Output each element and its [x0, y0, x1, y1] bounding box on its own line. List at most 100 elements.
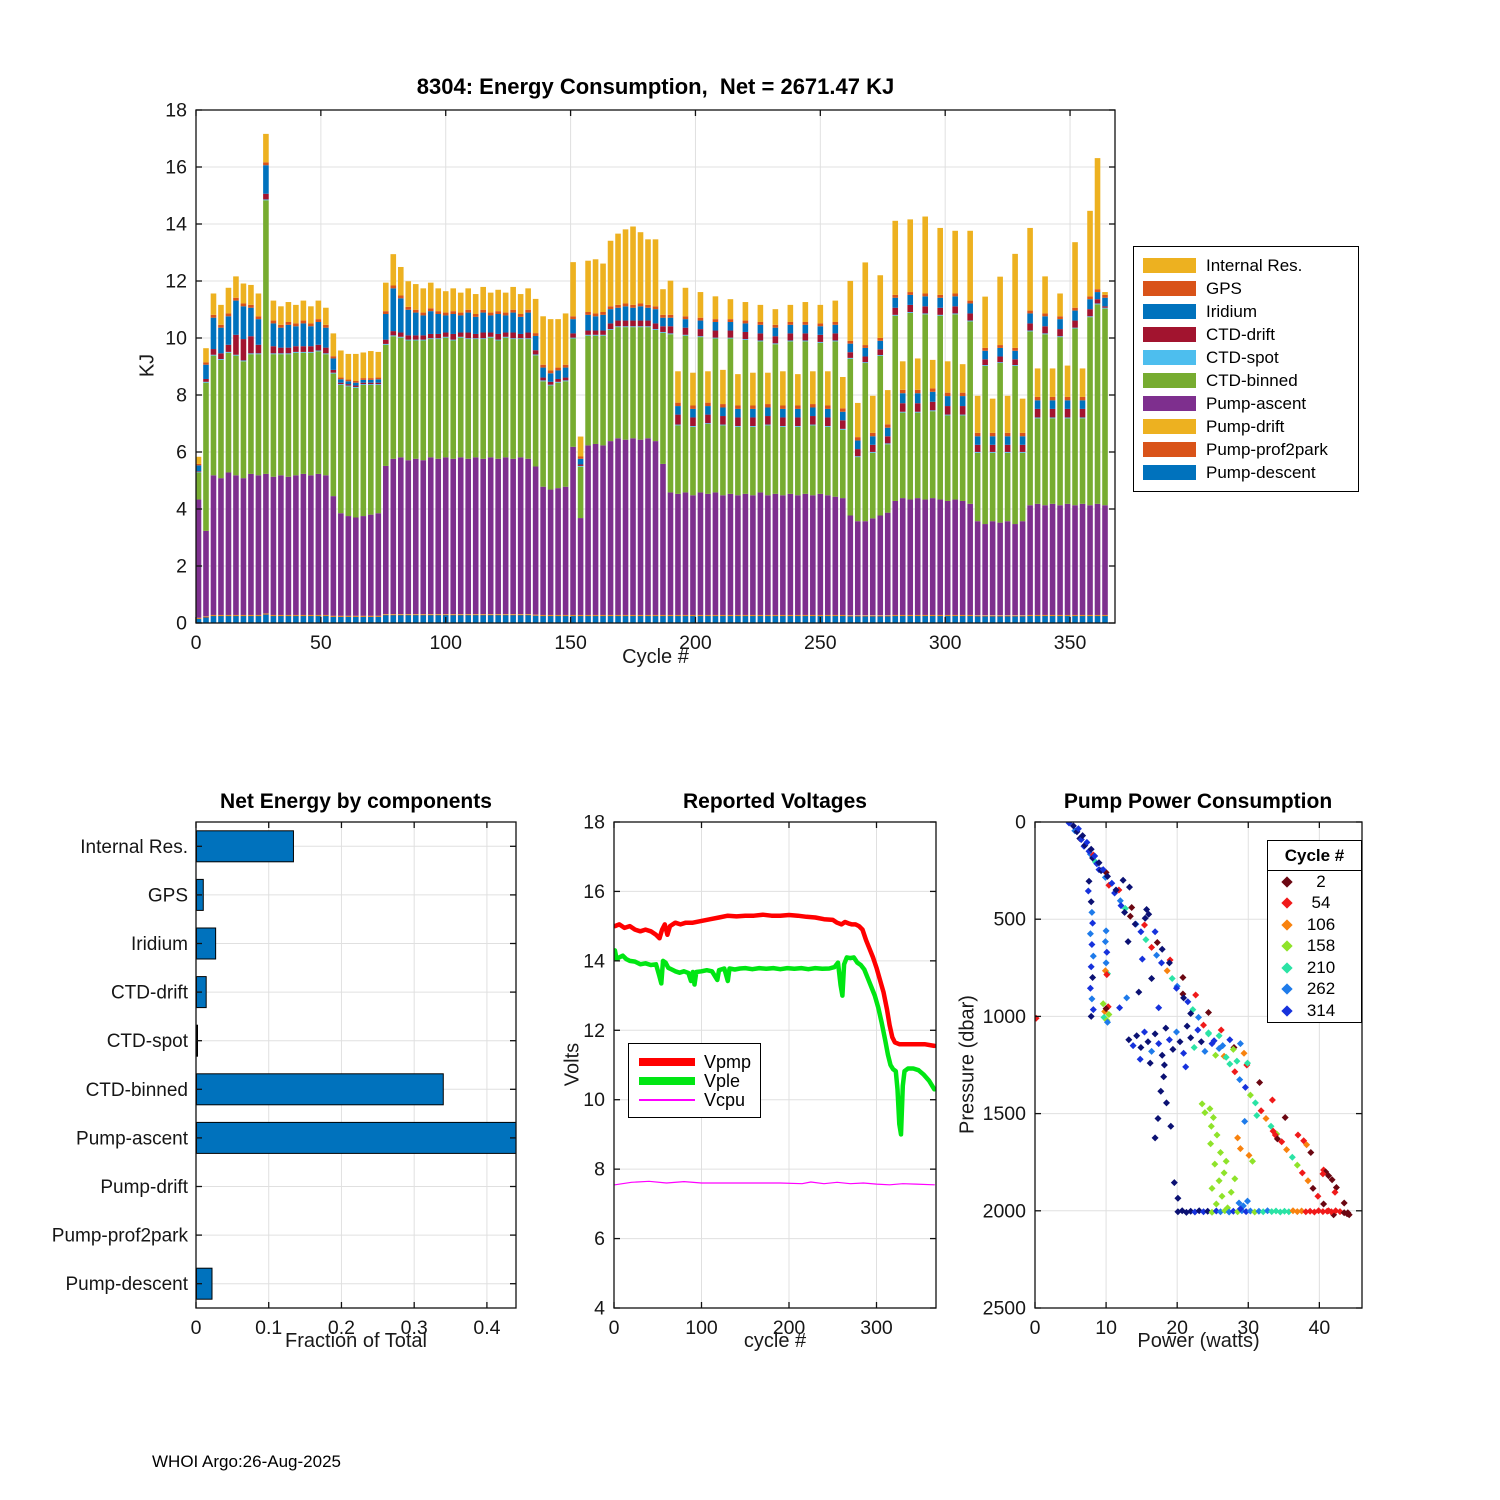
pump_power-x-tick-label: 40 [1308, 1317, 1330, 1339]
legend-label: Iridium [1206, 302, 1258, 321]
legend-item: Vple [639, 1071, 750, 1090]
energy-y-tick-label: 14 [165, 214, 187, 236]
voltages-y-tick-label: 4 [594, 1298, 605, 1320]
pump-power-x-axis-label: Power (watts) [1137, 1330, 1260, 1352]
pump_power-y-tick-label: 1500 [983, 1103, 1027, 1125]
legend-swatch [1143, 419, 1196, 434]
energy-chart: 0 50 100 150 200 250 300 350 0 2 4 6 8 10 12 14 16 18 [165, 100, 1116, 654]
legend-swatch [1143, 442, 1196, 457]
footer-stamp: WHOI Argo:26-Aug-2025 [152, 1452, 341, 1471]
energy-x-tick-label: 300 [929, 632, 962, 654]
energy-x-tick-label: 50 [310, 632, 332, 654]
voltages-legend: Vpmp Vple Vcpu [628, 1043, 761, 1118]
voltages-y-tick-label: 16 [583, 881, 605, 903]
pump-power-chart-title: Pump Power Consumption [1063, 790, 1333, 813]
energy-bars [196, 133, 1108, 623]
energy-x-tick-label: 200 [679, 632, 712, 654]
energy-chart-title: 8304: Energy Consumption, Net = 2671.47 … [416, 74, 895, 99]
legend-label: 314 [1306, 1000, 1336, 1020]
legend-label: 2 [1316, 871, 1326, 891]
voltage-line-Vcpu [614, 1180, 935, 1186]
net-energy-bars [196, 830, 517, 1300]
legend-label: 106 [1306, 914, 1336, 934]
voltages-y-tick-label: 12 [583, 1020, 605, 1042]
legend-swatch [1143, 258, 1196, 273]
legend-line-swatch [639, 1076, 695, 1085]
energy-x-tick-label: 350 [1054, 632, 1087, 654]
energy-y-tick-label: 2 [176, 556, 187, 578]
pump_power-y-tick-label: 0 [1015, 812, 1026, 834]
legend-label: CTD-binned [1206, 371, 1298, 390]
legend-item: Iridium [1143, 300, 1349, 323]
pump-power-points [1035, 822, 1353, 1219]
legend-label: Vcpu [704, 1089, 746, 1110]
net_energy-axes: 0 0.1 0.2 0.3 0.4 Internal Res. GPS Iridium CTD-… [52, 821, 517, 1339]
legend-swatch [1143, 465, 1196, 480]
net_energy-category-label: CTD-spot [107, 1031, 189, 1052]
voltages-y-axis-label: Volts [561, 1042, 584, 1087]
net_energy-grid [195, 822, 516, 1308]
legend-item: Vcpu [639, 1090, 750, 1109]
legend-item: 2 [1268, 871, 1361, 893]
pump_power-x-tick-label: 10 [1095, 1317, 1117, 1339]
energy-y-tick-label: 4 [176, 499, 187, 521]
voltages-y-tick-label: 10 [583, 1089, 605, 1111]
net_energy-x-tick-label: 0.4 [473, 1317, 500, 1339]
voltages-y-tick-label: 14 [583, 950, 605, 972]
legend-swatch [1143, 281, 1196, 296]
legend-item: 106 [1268, 914, 1361, 936]
legend-label: 210 [1306, 957, 1336, 977]
pump-power-y-axis-label: Pressure (dbar) [956, 995, 979, 1134]
energy-y-tick-label: 16 [165, 157, 187, 179]
legend-label: Pump-ascent [1206, 394, 1307, 413]
net_energy-category-label: GPS [148, 885, 188, 906]
energy-y-tick-label: 8 [176, 385, 187, 407]
legend-swatch [1143, 350, 1196, 365]
legend-item: Pump-descent [1143, 461, 1349, 484]
voltages-chart-title: Reported Voltages [683, 790, 867, 813]
voltages-y-tick-label: 8 [594, 1159, 605, 1181]
voltage-line-Vple [614, 948, 936, 1137]
energy-y-axis-label: KJ [136, 353, 159, 378]
voltages-y-tick-label: 18 [583, 812, 605, 834]
legend-item: Pump-ascent [1143, 392, 1349, 415]
energy-y-tick-label: 0 [176, 613, 187, 635]
legend-item: CTD-drift [1143, 323, 1349, 346]
voltage-line-Vpmp [614, 912, 936, 1049]
voltages-x-axis-label: cycle # [743, 1330, 807, 1352]
net-energy-chart-title: Net Energy by components [220, 790, 492, 813]
energy-y-tick-label: 10 [165, 328, 187, 350]
pump_power-y-tick-label: 1000 [983, 1006, 1027, 1028]
legend-item: Internal Res. [1143, 254, 1349, 277]
voltages-x-tick-label: 200 [773, 1317, 806, 1339]
energy-x-tick-label: 150 [554, 632, 587, 654]
voltages-chart: 0 100 200 300 4 6 8 10 12 14 16 18 [583, 812, 937, 1339]
net_energy-category-label: CTD-drift [111, 983, 189, 1004]
net_energy-category-label: Pump-drift [100, 1177, 188, 1198]
legend-item: GPS [1143, 277, 1349, 300]
net_energy-category-label: Iridium [131, 934, 188, 955]
legend-item: CTD-binned [1143, 369, 1349, 392]
legend-label: 54 [1311, 893, 1331, 913]
legend-item: 314 [1268, 1000, 1361, 1022]
legend-label: 158 [1306, 936, 1336, 956]
net-energy-x-axis-label: Fraction of Total [285, 1330, 427, 1352]
legend-item: 210 [1268, 957, 1361, 979]
pump_power-y-tick-label: 2000 [983, 1200, 1027, 1222]
pump_power-x-tick-label: 0 [1030, 1317, 1041, 1339]
legend-label: Pump-prof2park [1206, 440, 1328, 459]
pump_power-x-tick-label: 20 [1166, 1317, 1188, 1339]
net_energy-category-label: CTD-binned [86, 1080, 188, 1101]
net_energy-x-tick-label: 0.2 [328, 1317, 355, 1339]
legend-label: CTD-drift [1206, 325, 1275, 344]
energy-y-tick-label: 18 [165, 100, 187, 122]
net_energy-category-label: Pump-prof2park [52, 1226, 189, 1247]
legend-line-swatch [639, 1057, 695, 1066]
legend-swatch [1143, 396, 1196, 411]
energy-x-tick-label: 0 [191, 632, 202, 654]
energy-axes: 0 50 100 150 200 250 300 350 0 2 4 6 8 10 12 14 16 18 [165, 100, 1116, 654]
legend-label: Internal Res. [1206, 256, 1303, 275]
legend-item: Pump-drift [1143, 415, 1349, 438]
